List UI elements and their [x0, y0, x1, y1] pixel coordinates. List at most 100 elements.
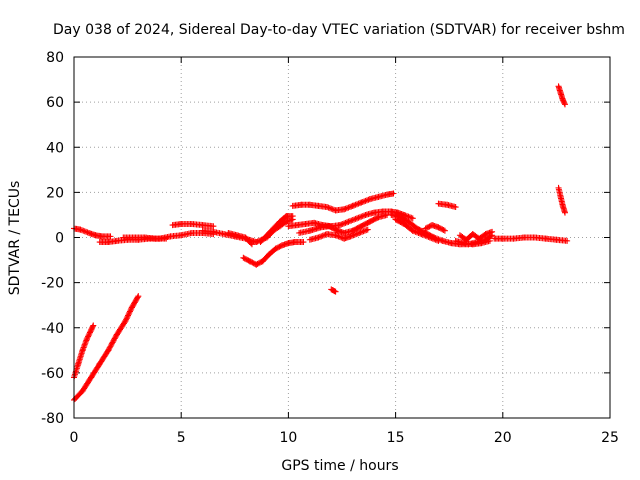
data-point [128, 305, 135, 312]
data-point [316, 233, 323, 240]
data-point [434, 237, 441, 244]
data-point [344, 205, 351, 212]
data-point [412, 228, 419, 235]
data-point [422, 232, 429, 239]
data-point [365, 196, 372, 203]
data-point [254, 260, 261, 267]
data-point [357, 229, 364, 236]
data-point [416, 230, 423, 237]
data-point [108, 342, 115, 349]
data-point [300, 239, 307, 246]
data-point [359, 213, 366, 220]
data-point [409, 215, 416, 222]
data-point [163, 235, 170, 242]
data-point [332, 232, 339, 239]
data-point [122, 317, 129, 324]
data-point [323, 204, 330, 211]
data-point [126, 308, 133, 315]
y-tick-label: 0 [55, 231, 64, 247]
series-dip-8 [240, 239, 307, 268]
data-point [352, 215, 359, 222]
series-descent-b [392, 216, 442, 244]
x-tick-label: 0 [70, 430, 79, 446]
data-point [105, 347, 112, 354]
data-point [84, 229, 91, 236]
data-point [134, 294, 141, 301]
data-point [281, 219, 288, 226]
data-point [414, 229, 421, 236]
data-point [353, 231, 360, 238]
data-point [107, 343, 114, 350]
data-point [432, 236, 439, 243]
data-point [354, 230, 361, 237]
data-point [210, 223, 217, 230]
y-tick-label: 60 [46, 95, 64, 111]
data-point [111, 336, 118, 343]
data-point [408, 214, 415, 221]
data-point [315, 234, 322, 241]
plot-frame [73, 56, 611, 419]
data-point [331, 288, 338, 295]
x-tick-labels: 0 5 10 15 20 25 [70, 430, 619, 446]
data-point [326, 205, 333, 212]
data-point [351, 216, 358, 223]
data-point [123, 316, 130, 323]
data-point [242, 256, 249, 263]
chart-title: Day 038 of 2024, Sidereal Day-to-day VTE… [53, 22, 625, 38]
data-point [356, 229, 363, 236]
data-point [241, 255, 248, 262]
data-point [339, 220, 346, 227]
data-point [364, 197, 371, 204]
series-base-2-5 [120, 234, 170, 242]
y-tick-labels: -80 -60 -40 -20 0 20 40 60 80 [41, 50, 64, 427]
series-upper-10-12 [289, 190, 397, 214]
data-point [125, 311, 132, 318]
data-point [364, 226, 371, 233]
data-point [351, 231, 358, 238]
series-upper-17 [435, 200, 459, 211]
data-point [390, 190, 397, 197]
data-point [342, 219, 349, 226]
data-point [435, 237, 442, 244]
data-point [421, 232, 428, 239]
data-point [401, 211, 408, 218]
data-point [248, 241, 255, 248]
data-point [106, 345, 113, 352]
data-point [246, 258, 253, 265]
data-point [255, 260, 262, 267]
series-early-arc-b [71, 293, 142, 403]
data-point [429, 235, 436, 242]
data-point [111, 335, 118, 342]
data-point [426, 234, 433, 241]
data-point [109, 339, 116, 346]
data-point [250, 260, 257, 267]
data-point [452, 204, 459, 211]
data-point [440, 227, 447, 234]
data-point [126, 309, 133, 316]
data-point [336, 233, 343, 240]
series-mid-10-13 [285, 208, 416, 230]
data-point [354, 201, 361, 208]
series-base-0-2 [71, 225, 114, 240]
data-point [124, 313, 131, 320]
data-point [418, 231, 425, 238]
data-point [436, 225, 443, 232]
data-point [107, 233, 114, 240]
data-point [438, 225, 445, 232]
data-point [121, 319, 128, 326]
data-point [356, 214, 363, 221]
data-point [338, 221, 345, 228]
data-point [347, 233, 354, 240]
series-wiggle-18-19 [456, 228, 496, 243]
series-tail-20-23 [491, 234, 571, 244]
data-point [247, 240, 254, 247]
series-mid-7-8 [225, 229, 255, 248]
y-tick-label: -20 [41, 276, 64, 292]
data-point [415, 229, 422, 236]
data-point [319, 232, 326, 239]
data-point [439, 226, 446, 233]
data-point [349, 232, 356, 239]
data-point [110, 338, 117, 345]
data-point [336, 222, 343, 229]
data-point [106, 344, 113, 351]
